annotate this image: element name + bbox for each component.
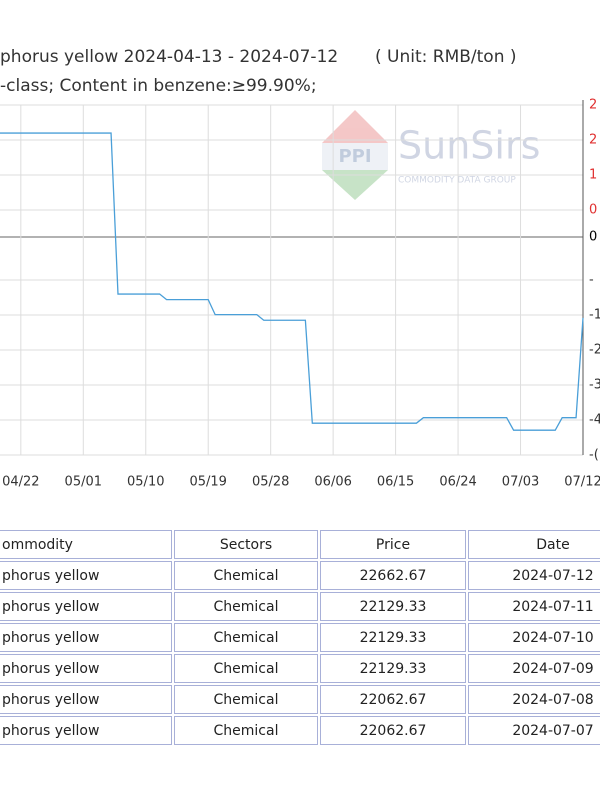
table-cell: 2024-07-10 [468, 623, 600, 652]
price-line [0, 132, 584, 431]
header-cell: ommodity [0, 530, 172, 559]
y2-tick-label: -2 [589, 343, 600, 358]
table-cell: 2024-07-09 [468, 654, 600, 683]
x-tick-label: 07/12 [564, 475, 600, 490]
table-cell: 2024-07-08 [468, 685, 600, 714]
x-tick-label: 05/01 [65, 475, 102, 490]
table-row: phorus yellow Chemical 22129.33 2024-07-10 [0, 623, 600, 652]
table-row: phorus yellow Chemical 22129.33 2024-07-09 [0, 654, 600, 683]
y2-tick-label: 1 [589, 168, 597, 183]
table-cell: Chemical [174, 685, 318, 714]
y2-tick-label: -1 [589, 308, 600, 323]
table-cell: 22129.33 [320, 592, 466, 621]
logo-text: PPI [338, 146, 371, 167]
y2-tick-label: 2 [589, 133, 597, 148]
x-tick-label: 06/06 [314, 475, 351, 490]
x-tick-label: 06/15 [377, 475, 414, 490]
table-cell: 22662.67 [320, 561, 466, 590]
table-cell: Chemical [174, 654, 318, 683]
y2-tick-label: 0 [589, 203, 597, 218]
header-cell: Date [468, 530, 600, 559]
header-row: ommodity Sectors Price Date [0, 530, 600, 559]
x-tick-label: 05/10 [127, 475, 164, 490]
table-cell: 22129.33 [320, 623, 466, 652]
y2-tick-label: -4 [589, 413, 600, 428]
header-cell: Price [320, 530, 466, 559]
header-cell: Sectors [174, 530, 318, 559]
table-row: phorus yellow Chemical 22662.67 2024-07-12 [0, 561, 600, 590]
table-cell: phorus yellow [0, 654, 172, 683]
price-table: ommodity Sectors Price Date phorus yellow Che… [0, 528, 600, 747]
y2-tick-label: - [589, 273, 594, 288]
table-cell: phorus yellow [0, 716, 172, 745]
table-cell: phorus yellow [0, 685, 172, 714]
tagline: COMMODITY DATA GROUP [398, 176, 516, 186]
table-row: phorus yellow Chemical 22062.67 2024-07-08 [0, 685, 600, 714]
table-cell: 22129.33 [320, 654, 466, 683]
table-cell: phorus yellow [0, 561, 172, 590]
logo-bottom [322, 170, 388, 200]
x-tick-label: 05/19 [189, 475, 226, 490]
brand: SunSirs [398, 124, 540, 168]
table-cell: phorus yellow [0, 623, 172, 652]
table-cell: 2024-07-12 [468, 561, 600, 590]
table-cell: Chemical [174, 561, 318, 590]
table-cell: Chemical [174, 716, 318, 745]
x-tick-label: 07/03 [502, 475, 539, 490]
table-row: phorus yellow Chemical 22129.33 2024-07-11 [0, 592, 600, 621]
table-cell: Chemical [174, 623, 318, 652]
chart: phorus yellow 2024-04-13 - 2024-07-12 ( … [0, 47, 600, 490]
x-tick-label: 05/28 [252, 475, 289, 490]
table-cell: Chemical [174, 592, 318, 621]
unit: ( Unit: RMB/ton ) [375, 47, 517, 67]
x-tick-label: 06/24 [439, 475, 476, 490]
chart-title: phorus yellow 2024-04-13 - 2024-07-12 [0, 47, 338, 67]
y2-tick-label: 2 [589, 98, 597, 113]
x-tick-label: 04/22 [2, 475, 39, 490]
table-cell: 22062.67 [320, 685, 466, 714]
table-row: phorus yellow Chemical 22062.67 2024-07-07 [0, 716, 600, 745]
table-cell: 22062.67 [320, 716, 466, 745]
table-cell: 2024-07-11 [468, 592, 600, 621]
watermark: PPI SunSirs COMMODITY DATA GROUP [322, 110, 540, 200]
y2-tick-label: -3 [589, 378, 600, 393]
table-cell: 2024-07-07 [468, 716, 600, 745]
y2-tick-label: -( [589, 448, 599, 463]
y2-tick-label: 0 [589, 230, 597, 245]
subtitle: -class; Content in benzene:≥99.90%; [0, 76, 317, 96]
logo-top [322, 110, 388, 143]
table-cell: phorus yellow [0, 592, 172, 621]
